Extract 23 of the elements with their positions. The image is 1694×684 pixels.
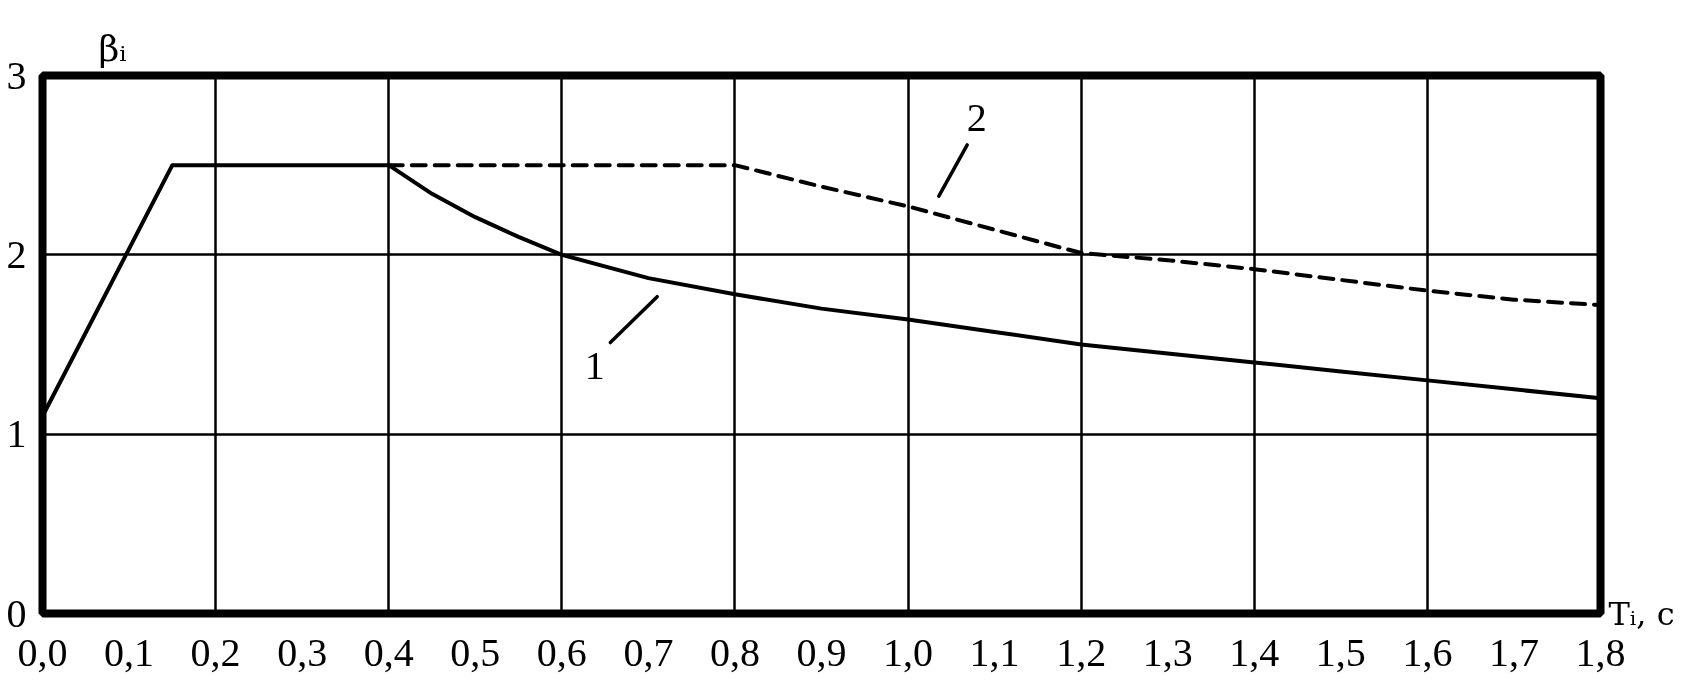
x-tick-label: 0,9 [796,629,847,675]
x-tick-label: 0,6 [536,629,587,675]
x-tick-label: 0,7 [623,629,674,675]
x-tick-label: 1,0 [883,629,934,675]
x-tick-label: 1,6 [1402,629,1453,675]
x-tick-label: 0,3 [277,629,328,675]
x-tick-label: 0,2 [190,629,241,675]
x-tick-label: 1,5 [1315,629,1366,675]
legend-label: 1 [584,343,605,389]
x-tick-label: 0,4 [363,629,414,675]
x-tick-label: 0,1 [104,629,155,675]
x-tick-label: 1,1 [969,629,1020,675]
x-tick-label: 1,4 [1229,629,1280,675]
x-tick-label: 0,8 [709,629,760,675]
x-tick-label: 1,2 [1056,629,1107,675]
series-label: 2 [966,95,987,141]
y-tick-label: 1 [6,411,27,457]
y-tick-label: 2 [6,231,27,277]
x-tick-label: 1,3 [1142,629,1193,675]
y-axis-title: βᵢ [98,27,127,69]
y-tick-label: 3 [6,52,27,98]
x-tick-label: 1,7 [1488,629,1539,675]
x-tick-label: 0,5 [450,629,501,675]
